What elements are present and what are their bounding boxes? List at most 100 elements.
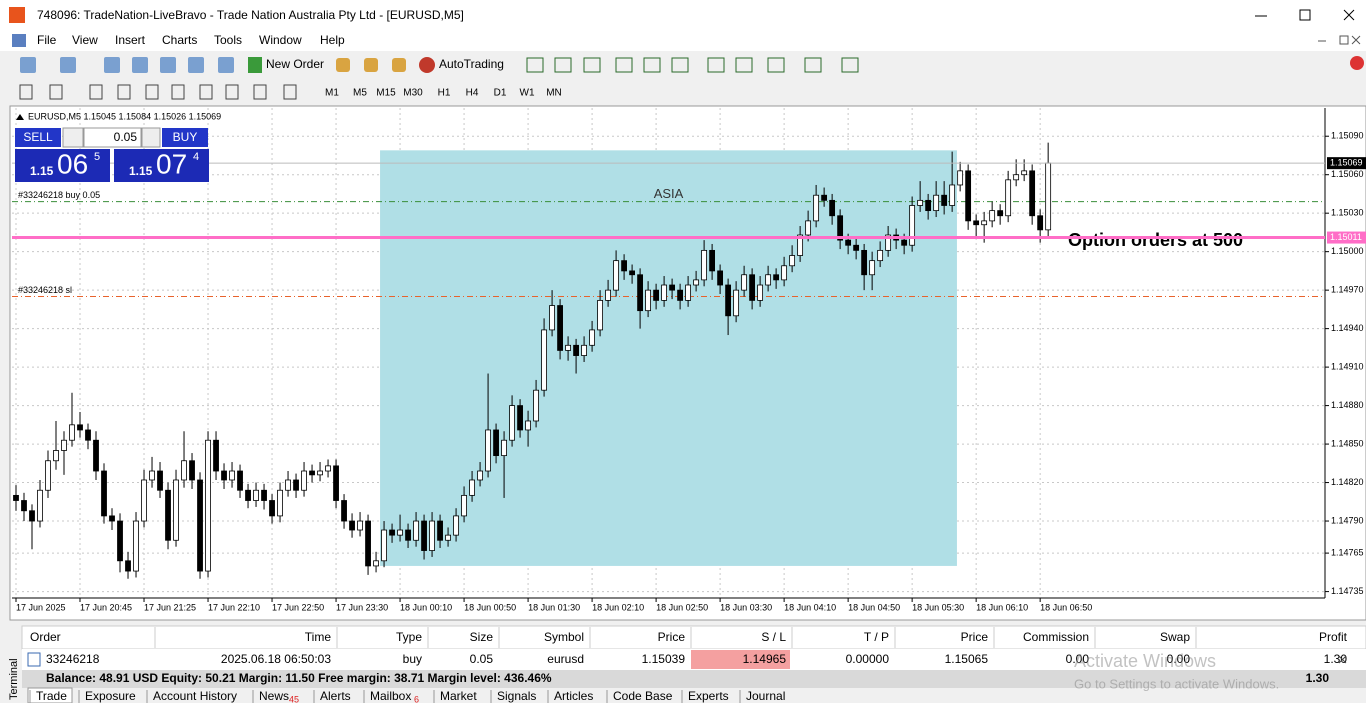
tool-icon[interactable] (392, 58, 406, 72)
draw-tool[interactable] (19, 84, 33, 100)
tab[interactable]: Account History (153, 689, 237, 703)
close-x[interactable] (1338, 655, 1347, 664)
tool-icon[interactable] (643, 57, 661, 73)
column-header[interactable]: T / P (864, 630, 889, 644)
column-header[interactable]: Commission (1023, 630, 1089, 644)
column-header[interactable]: Profit (1319, 630, 1348, 644)
column-header[interactable]: Order (30, 630, 61, 644)
new-order[interactable]: New Order (266, 57, 324, 71)
autotrading[interactable]: AutoTrading (439, 57, 504, 71)
tab[interactable]: Articles (554, 689, 593, 703)
menu-item[interactable]: Insert (115, 33, 146, 47)
menu-item[interactable]: File (37, 33, 57, 47)
tab[interactable]: Code Base (613, 689, 673, 703)
tool-icon[interactable] (160, 57, 176, 73)
tool-icon[interactable] (735, 57, 753, 73)
column-header[interactable]: Swap (1160, 630, 1190, 644)
draw-tool[interactable] (283, 84, 297, 100)
timeframe[interactable]: H1 (438, 88, 451, 99)
tool-icon[interactable] (132, 57, 148, 73)
autotrading-icon[interactable] (419, 57, 435, 73)
timeframe[interactable]: H4 (466, 88, 479, 99)
candle-body (925, 199, 932, 212)
cell: 0.00000 (846, 652, 890, 666)
draw-tool[interactable] (117, 84, 131, 100)
buy-btn[interactable] (162, 128, 208, 147)
lot-dropdown[interactable] (62, 127, 84, 148)
menu-item[interactable]: Charts (162, 33, 197, 47)
column-header[interactable]: Time (305, 630, 332, 644)
sell_price-box[interactable] (15, 149, 110, 182)
tool-icon[interactable] (218, 57, 234, 73)
tool-icon[interactable] (554, 57, 572, 73)
candle-body (213, 439, 219, 472)
menu-item[interactable]: Tools (214, 33, 242, 47)
draw-tool[interactable] (89, 84, 103, 100)
draw-tool[interactable] (199, 84, 213, 100)
column-header[interactable]: Size (470, 630, 494, 644)
tab[interactable]: Experts (688, 689, 729, 703)
timeframe[interactable]: M15 (376, 88, 396, 99)
tool-icon[interactable] (804, 57, 822, 73)
candle-body (917, 199, 924, 206)
tool-icon[interactable] (188, 57, 204, 73)
lot-value[interactable]: 0.05 (114, 130, 138, 144)
draw-tool[interactable] (49, 84, 63, 100)
buy_price-box[interactable] (114, 149, 209, 182)
lot-spin[interactable] (141, 127, 161, 148)
tab[interactable]: Journal (746, 689, 785, 703)
menu-item[interactable]: View (72, 33, 98, 47)
timeframe[interactable]: W1 (520, 88, 535, 99)
tool-icon[interactable] (671, 57, 689, 73)
column-header[interactable]: Type (396, 630, 422, 644)
candle-body (133, 520, 139, 572)
tool-icon[interactable] (615, 57, 633, 73)
tool-icon[interactable] (248, 57, 262, 73)
tool-icon[interactable] (841, 57, 859, 73)
candle-body (909, 205, 916, 246)
timeframe[interactable]: M1 (325, 88, 339, 99)
tool-icon[interactable] (364, 58, 378, 72)
buy-label[interactable]: BUY (173, 130, 198, 144)
menu-item[interactable]: Help (320, 33, 345, 47)
timeframe[interactable]: M5 (353, 88, 367, 99)
tool-icon[interactable] (583, 57, 601, 73)
terminal-label: Terminal (8, 658, 20, 700)
tool-icon[interactable] (336, 58, 350, 72)
candle-body (501, 439, 507, 457)
tool-icon[interactable] (60, 57, 76, 73)
maximize[interactable] (1299, 9, 1311, 21)
close[interactable] (1343, 9, 1355, 21)
tool-icon[interactable] (104, 57, 120, 73)
column-header[interactable]: Price (961, 630, 989, 644)
timeframe[interactable]: D1 (494, 88, 507, 99)
tab[interactable]: Exposure (85, 689, 136, 703)
draw-tool[interactable] (145, 84, 159, 100)
column-header[interactable]: S / L (761, 630, 786, 644)
sell-btn[interactable] (15, 128, 61, 147)
tool-icon[interactable] (526, 57, 544, 73)
menu-item[interactable]: Window (259, 33, 302, 47)
tool-icon[interactable] (767, 57, 785, 73)
tool-icon[interactable] (20, 57, 36, 73)
candle-body (309, 470, 315, 476)
sell-label[interactable]: SELL (23, 130, 53, 144)
tab[interactable]: Market (440, 689, 477, 703)
timeframe[interactable]: M30 (403, 88, 423, 99)
column-header[interactable]: Price (658, 630, 686, 644)
column-header[interactable]: Symbol (544, 630, 584, 644)
draw-tool[interactable] (253, 84, 267, 100)
draw-tool[interactable] (171, 84, 185, 100)
tab[interactable]: News (259, 689, 289, 703)
tab[interactable]: Trade (36, 689, 67, 703)
tool-icon[interactable] (707, 57, 725, 73)
draw-tool[interactable] (225, 84, 239, 100)
y-tick-label: 1.15000 (1331, 246, 1364, 256)
notification[interactable] (1350, 56, 1364, 70)
timeframe[interactable]: MN (546, 88, 562, 99)
tab[interactable]: Signals (497, 689, 536, 703)
tab[interactable]: Alerts (320, 689, 351, 703)
candle-body (901, 239, 908, 246)
tab[interactable]: Mailbox (370, 689, 411, 703)
lot-box[interactable] (83, 127, 142, 148)
